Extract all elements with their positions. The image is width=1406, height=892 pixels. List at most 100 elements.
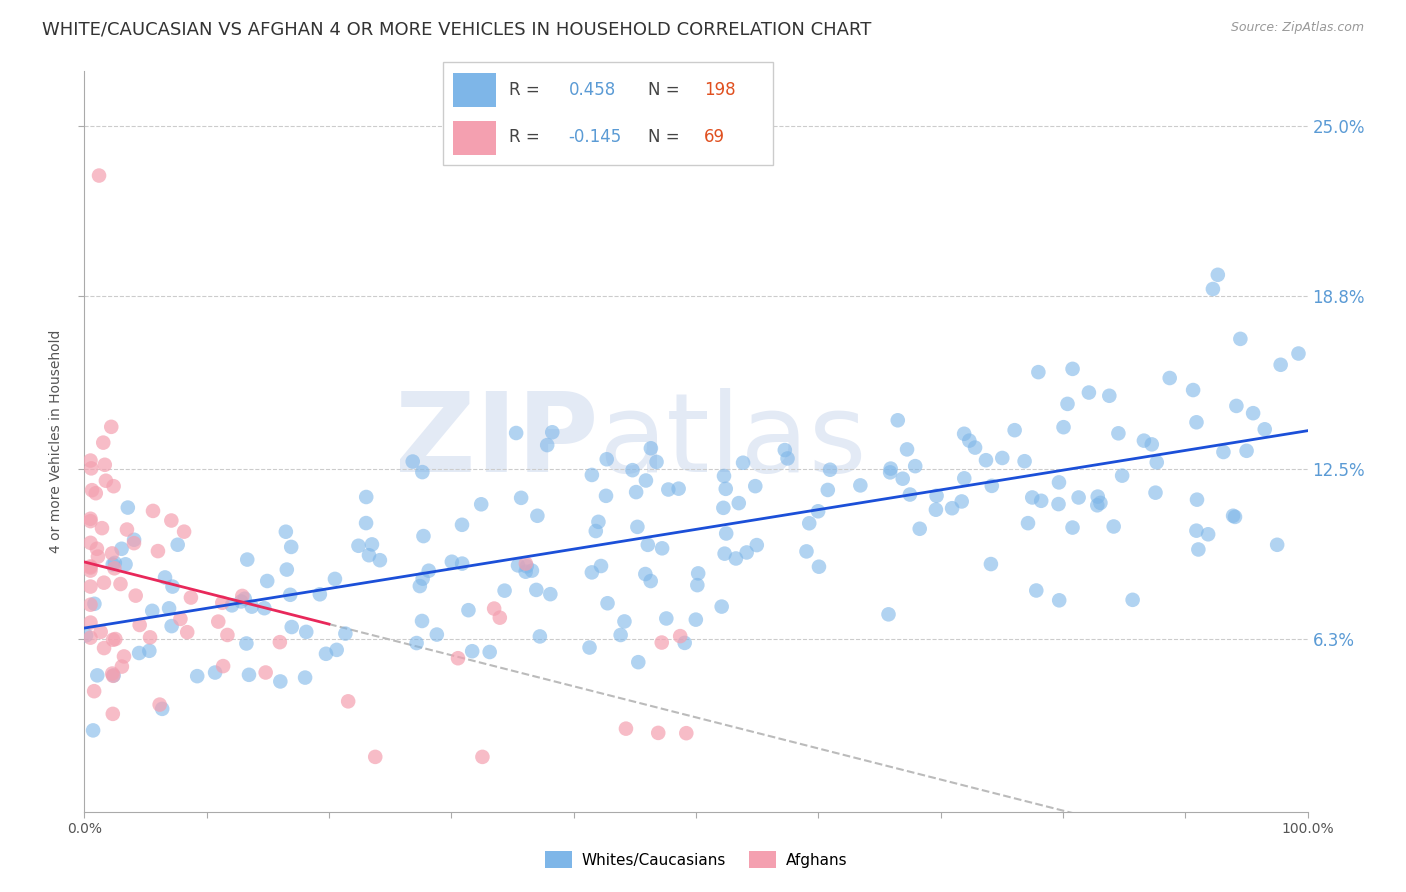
Point [1087, 490, 1109, 504]
Point [79, 512, 101, 526]
Point [1085, 498, 1108, 512]
Point [122, 536, 145, 550]
Legend: Whites/Caucasians, Afghans: Whites/Caucasians, Afghans [538, 845, 853, 874]
Point [79, 536, 101, 550]
Point [160, 514, 183, 528]
Point [796, 544, 818, 558]
Point [278, 588, 301, 602]
Point [1241, 406, 1264, 420]
Point [965, 441, 987, 455]
Point [713, 547, 735, 561]
Point [103, 561, 125, 575]
Point [731, 456, 754, 470]
Point [655, 611, 678, 625]
Point [451, 517, 474, 532]
Point [524, 582, 547, 597]
Point [103, 479, 125, 493]
Point [295, 624, 318, 639]
Point [637, 538, 659, 552]
Point [103, 668, 125, 682]
Point [115, 523, 138, 537]
Point [461, 644, 484, 658]
Point [494, 583, 516, 598]
Point [634, 567, 657, 582]
Point [411, 614, 433, 628]
Point [686, 578, 709, 592]
Point [1133, 434, 1156, 448]
Point [1014, 454, 1036, 468]
Point [87, 169, 110, 183]
Point [1021, 491, 1043, 505]
Point [745, 538, 768, 552]
Point [1017, 516, 1039, 530]
Point [150, 702, 173, 716]
Point [773, 443, 796, 458]
Point [100, 420, 122, 434]
Point [578, 640, 600, 655]
Point [799, 516, 821, 531]
Point [651, 635, 673, 649]
Point [186, 669, 208, 683]
Point [79, 514, 101, 528]
Point [645, 455, 668, 469]
Point [896, 442, 918, 457]
Point [898, 487, 921, 501]
Point [675, 726, 697, 740]
Point [1146, 455, 1168, 469]
FancyBboxPatch shape [453, 73, 496, 106]
Text: 69: 69 [704, 128, 725, 146]
Text: N =: N = [648, 80, 679, 99]
Point [180, 591, 202, 605]
Point [368, 553, 391, 567]
Point [101, 558, 124, 572]
Point [231, 589, 253, 603]
Point [238, 668, 260, 682]
Text: -0.145: -0.145 [568, 128, 621, 146]
Point [589, 559, 612, 574]
Text: ZIP: ZIP [395, 388, 598, 495]
Point [83, 597, 105, 611]
Point [1111, 468, 1133, 483]
Point [101, 632, 124, 647]
Point [515, 565, 537, 579]
Point [354, 516, 377, 530]
Point [125, 589, 148, 603]
Point [925, 502, 948, 516]
Point [117, 500, 139, 515]
Point [818, 463, 841, 477]
Point [79, 580, 101, 594]
Point [79, 453, 101, 467]
Point [669, 629, 692, 643]
Point [91, 435, 114, 450]
Point [104, 632, 127, 646]
Point [280, 620, 302, 634]
Point [269, 635, 291, 649]
Point [877, 607, 900, 622]
Point [1077, 385, 1099, 400]
Point [713, 469, 735, 483]
Point [651, 541, 673, 556]
Point [86, 668, 108, 682]
Point [1062, 520, 1084, 534]
Point [647, 726, 669, 740]
Point [1047, 497, 1070, 511]
Point [526, 508, 548, 523]
Y-axis label: 4 or more Vehicles in Household: 4 or more Vehicles in Household [49, 330, 63, 553]
Point [256, 574, 278, 588]
Point [75, 628, 97, 642]
Point [505, 425, 527, 440]
Point [294, 671, 316, 685]
Point [84, 486, 107, 500]
Point [627, 655, 650, 669]
Point [221, 599, 243, 613]
Point [93, 575, 115, 590]
Point [1212, 445, 1234, 459]
Point [149, 698, 172, 712]
Point [361, 537, 384, 551]
Point [624, 485, 647, 500]
Point [1025, 583, 1047, 598]
Point [711, 500, 734, 515]
Point [276, 563, 298, 577]
Point [173, 524, 195, 539]
Point [614, 722, 637, 736]
